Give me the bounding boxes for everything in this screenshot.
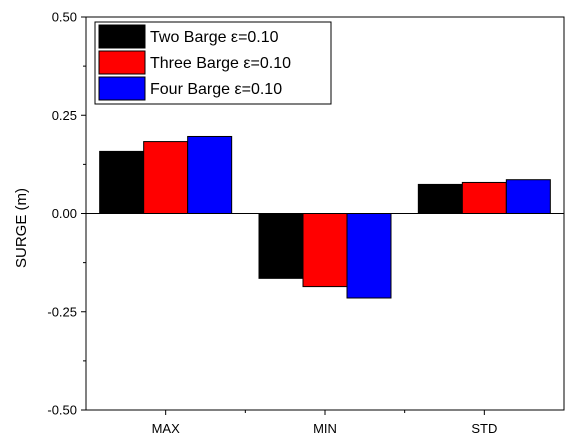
bar-min-series-3 [346, 213, 392, 299]
x-tick-label: MIN [313, 421, 337, 436]
legend-swatch [98, 50, 146, 75]
legend-label: Two Barge ε=0.10 [150, 29, 279, 46]
bar-min-series-2 [302, 213, 348, 288]
bar-std-series-1 [417, 183, 463, 214]
bar-max-series-3 [187, 135, 233, 214]
x-tick-label: MAX [152, 421, 181, 436]
bar-max-series-1 [99, 150, 145, 215]
y-tick-label: 0.25 [52, 108, 77, 123]
y-tick-label: -0.25 [47, 304, 77, 319]
legend-swatch [98, 76, 146, 101]
y-tick-label: -0.50 [47, 403, 77, 418]
legend-label: Four Barge ε=0.10 [150, 81, 282, 98]
x-tick-label: STD [471, 421, 497, 436]
bar-max-series-2 [143, 141, 189, 214]
legend: Two Barge ε=0.10 Three Barge ε=0.10 Four B… [94, 21, 332, 105]
y-tick-label: 0.50 [52, 10, 77, 25]
bar-min-series-1 [258, 213, 304, 279]
bar-std-series-3 [505, 179, 551, 214]
y-axis-label: SURGE (m) [13, 188, 30, 268]
legend-swatch [98, 24, 146, 49]
bars-layer [99, 135, 551, 299]
axes-layer: 0.50 0.25 0.00 -0.25 -0.50 MAX MIN STD [47, 10, 565, 436]
legend-label: Three Barge ε=0.10 [150, 55, 291, 72]
y-tick-label: 0.00 [52, 206, 77, 221]
bar-std-series-2 [461, 181, 507, 215]
